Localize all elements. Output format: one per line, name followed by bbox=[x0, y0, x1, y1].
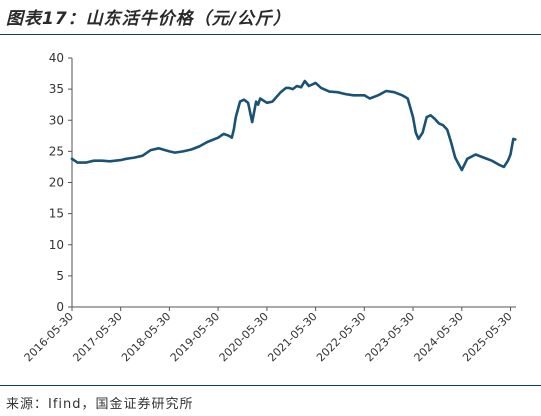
chart-title: 图表17：山东活牛价格（元/公斤） bbox=[6, 9, 291, 29]
x-tick-label: 2024-05-30 bbox=[412, 310, 466, 364]
title-rule bbox=[0, 34, 541, 35]
chart-ticks: 0 5 10 15 20 25 30 35 40 2016-05-302017-05-302018… bbox=[22, 51, 515, 364]
x-tick-label: 2021-05-30 bbox=[265, 310, 319, 364]
source-note: 来源：Ifind，国金证券研究所 bbox=[6, 397, 194, 412]
x-tick-label: 2023-05-30 bbox=[363, 310, 417, 364]
y-tick-label: 35 bbox=[49, 82, 64, 96]
y-tick-label: 25 bbox=[49, 144, 64, 158]
x-tick-label: 2020-05-30 bbox=[217, 310, 271, 364]
y-tick-label: 10 bbox=[49, 238, 64, 252]
source-rule bbox=[0, 385, 541, 386]
x-tick-label: 2025-05-30 bbox=[460, 310, 514, 364]
x-tick-label: 2016-05-30 bbox=[22, 310, 76, 364]
y-tick-label: 30 bbox=[49, 113, 64, 127]
y-tick-label: 20 bbox=[49, 176, 64, 190]
price-series-line bbox=[70, 79, 517, 172]
line-chart: 0 5 10 15 20 25 30 35 40 2016-05-302017-05-302018… bbox=[22, 51, 517, 364]
x-tick-label: 2022-05-30 bbox=[314, 310, 368, 364]
y-tick-label: 15 bbox=[49, 207, 64, 221]
x-tick-label: 2017-05-30 bbox=[70, 310, 124, 364]
x-tick-label: 2018-05-30 bbox=[119, 310, 173, 364]
chart-axes bbox=[71, 58, 516, 308]
x-tick-label: 2019-05-30 bbox=[168, 310, 222, 364]
y-tick-label: 0 bbox=[56, 300, 64, 314]
y-tick-label: 5 bbox=[56, 269, 64, 283]
y-tick-label: 40 bbox=[49, 51, 64, 65]
chart-series bbox=[70, 79, 517, 172]
